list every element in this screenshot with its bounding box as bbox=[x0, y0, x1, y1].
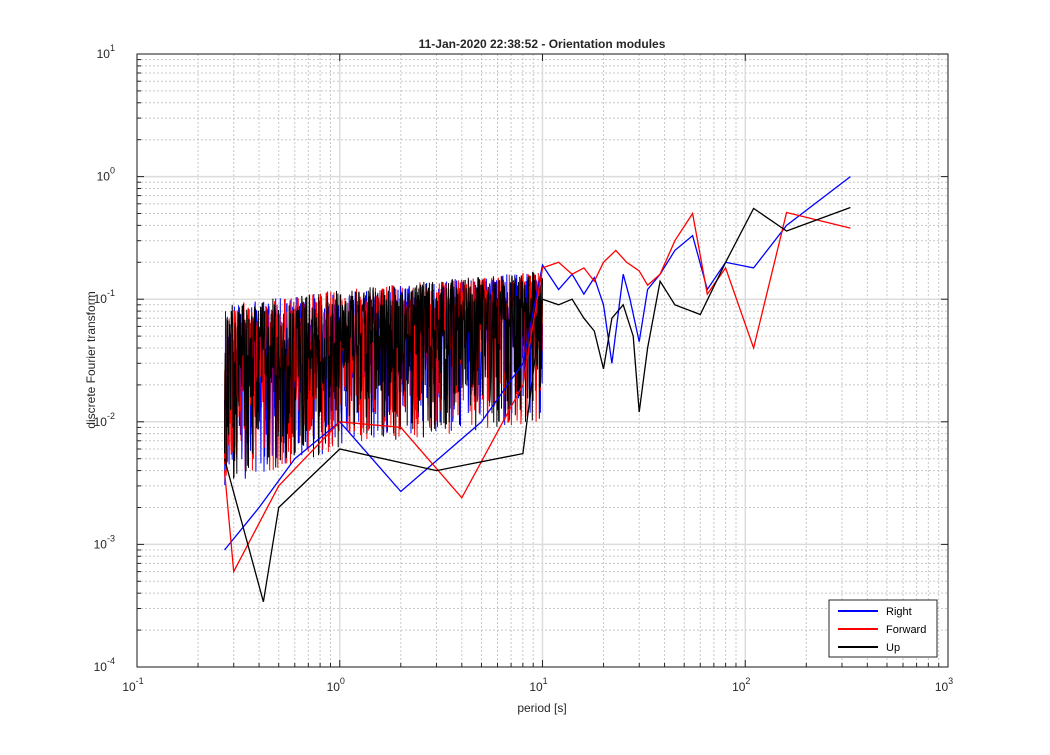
x-tick-exponent: -1 bbox=[136, 676, 144, 686]
y-tick-label: 101 bbox=[97, 43, 115, 61]
noise-layer bbox=[224, 271, 543, 486]
x-tick-label: 10-1 bbox=[122, 676, 143, 694]
y-axis-label: discrete Fourier transform bbox=[84, 291, 98, 428]
noise-trace-up bbox=[224, 271, 543, 479]
x-tick-exponent: 2 bbox=[745, 676, 750, 686]
x-tick-label: 101 bbox=[529, 676, 547, 694]
y-tick-exponent: -3 bbox=[107, 533, 115, 543]
legend-label-right: Right bbox=[886, 606, 912, 618]
x-tick-label: 102 bbox=[732, 676, 750, 694]
y-tick-label: 10-4 bbox=[94, 656, 115, 674]
series-line-forward bbox=[223, 211, 851, 574]
x-tick-exponent: 3 bbox=[948, 676, 953, 686]
y-tick-exponent: -4 bbox=[107, 656, 115, 666]
y-tick-exponent: 1 bbox=[110, 43, 115, 53]
y-tick-label: 100 bbox=[97, 166, 115, 184]
legend-label-up: Up bbox=[886, 642, 900, 654]
y-tick-label: 10-3 bbox=[94, 533, 115, 551]
y-tick-exponent: -2 bbox=[107, 411, 115, 421]
series-line-up bbox=[223, 206, 851, 602]
y-tick-exponent: 0 bbox=[110, 166, 115, 176]
x-axis-label: period [s] bbox=[517, 701, 566, 715]
chart-title: 11-Jan-2020 22:38:52 - Orientation modul… bbox=[419, 37, 666, 51]
x-axis-ticks: 10-1 100 101 102 103 bbox=[122, 54, 953, 694]
x-tick-label: 103 bbox=[935, 676, 953, 694]
x-tick-label: 100 bbox=[327, 676, 345, 694]
series-layer bbox=[223, 176, 851, 602]
legend-label-forward: Forward bbox=[886, 624, 926, 636]
legend: Right Forward Up bbox=[828, 599, 938, 658]
x-tick-exponent: 1 bbox=[543, 676, 548, 686]
x-tick-exponent: 0 bbox=[340, 676, 345, 686]
y-tick-exponent: -1 bbox=[107, 288, 115, 298]
